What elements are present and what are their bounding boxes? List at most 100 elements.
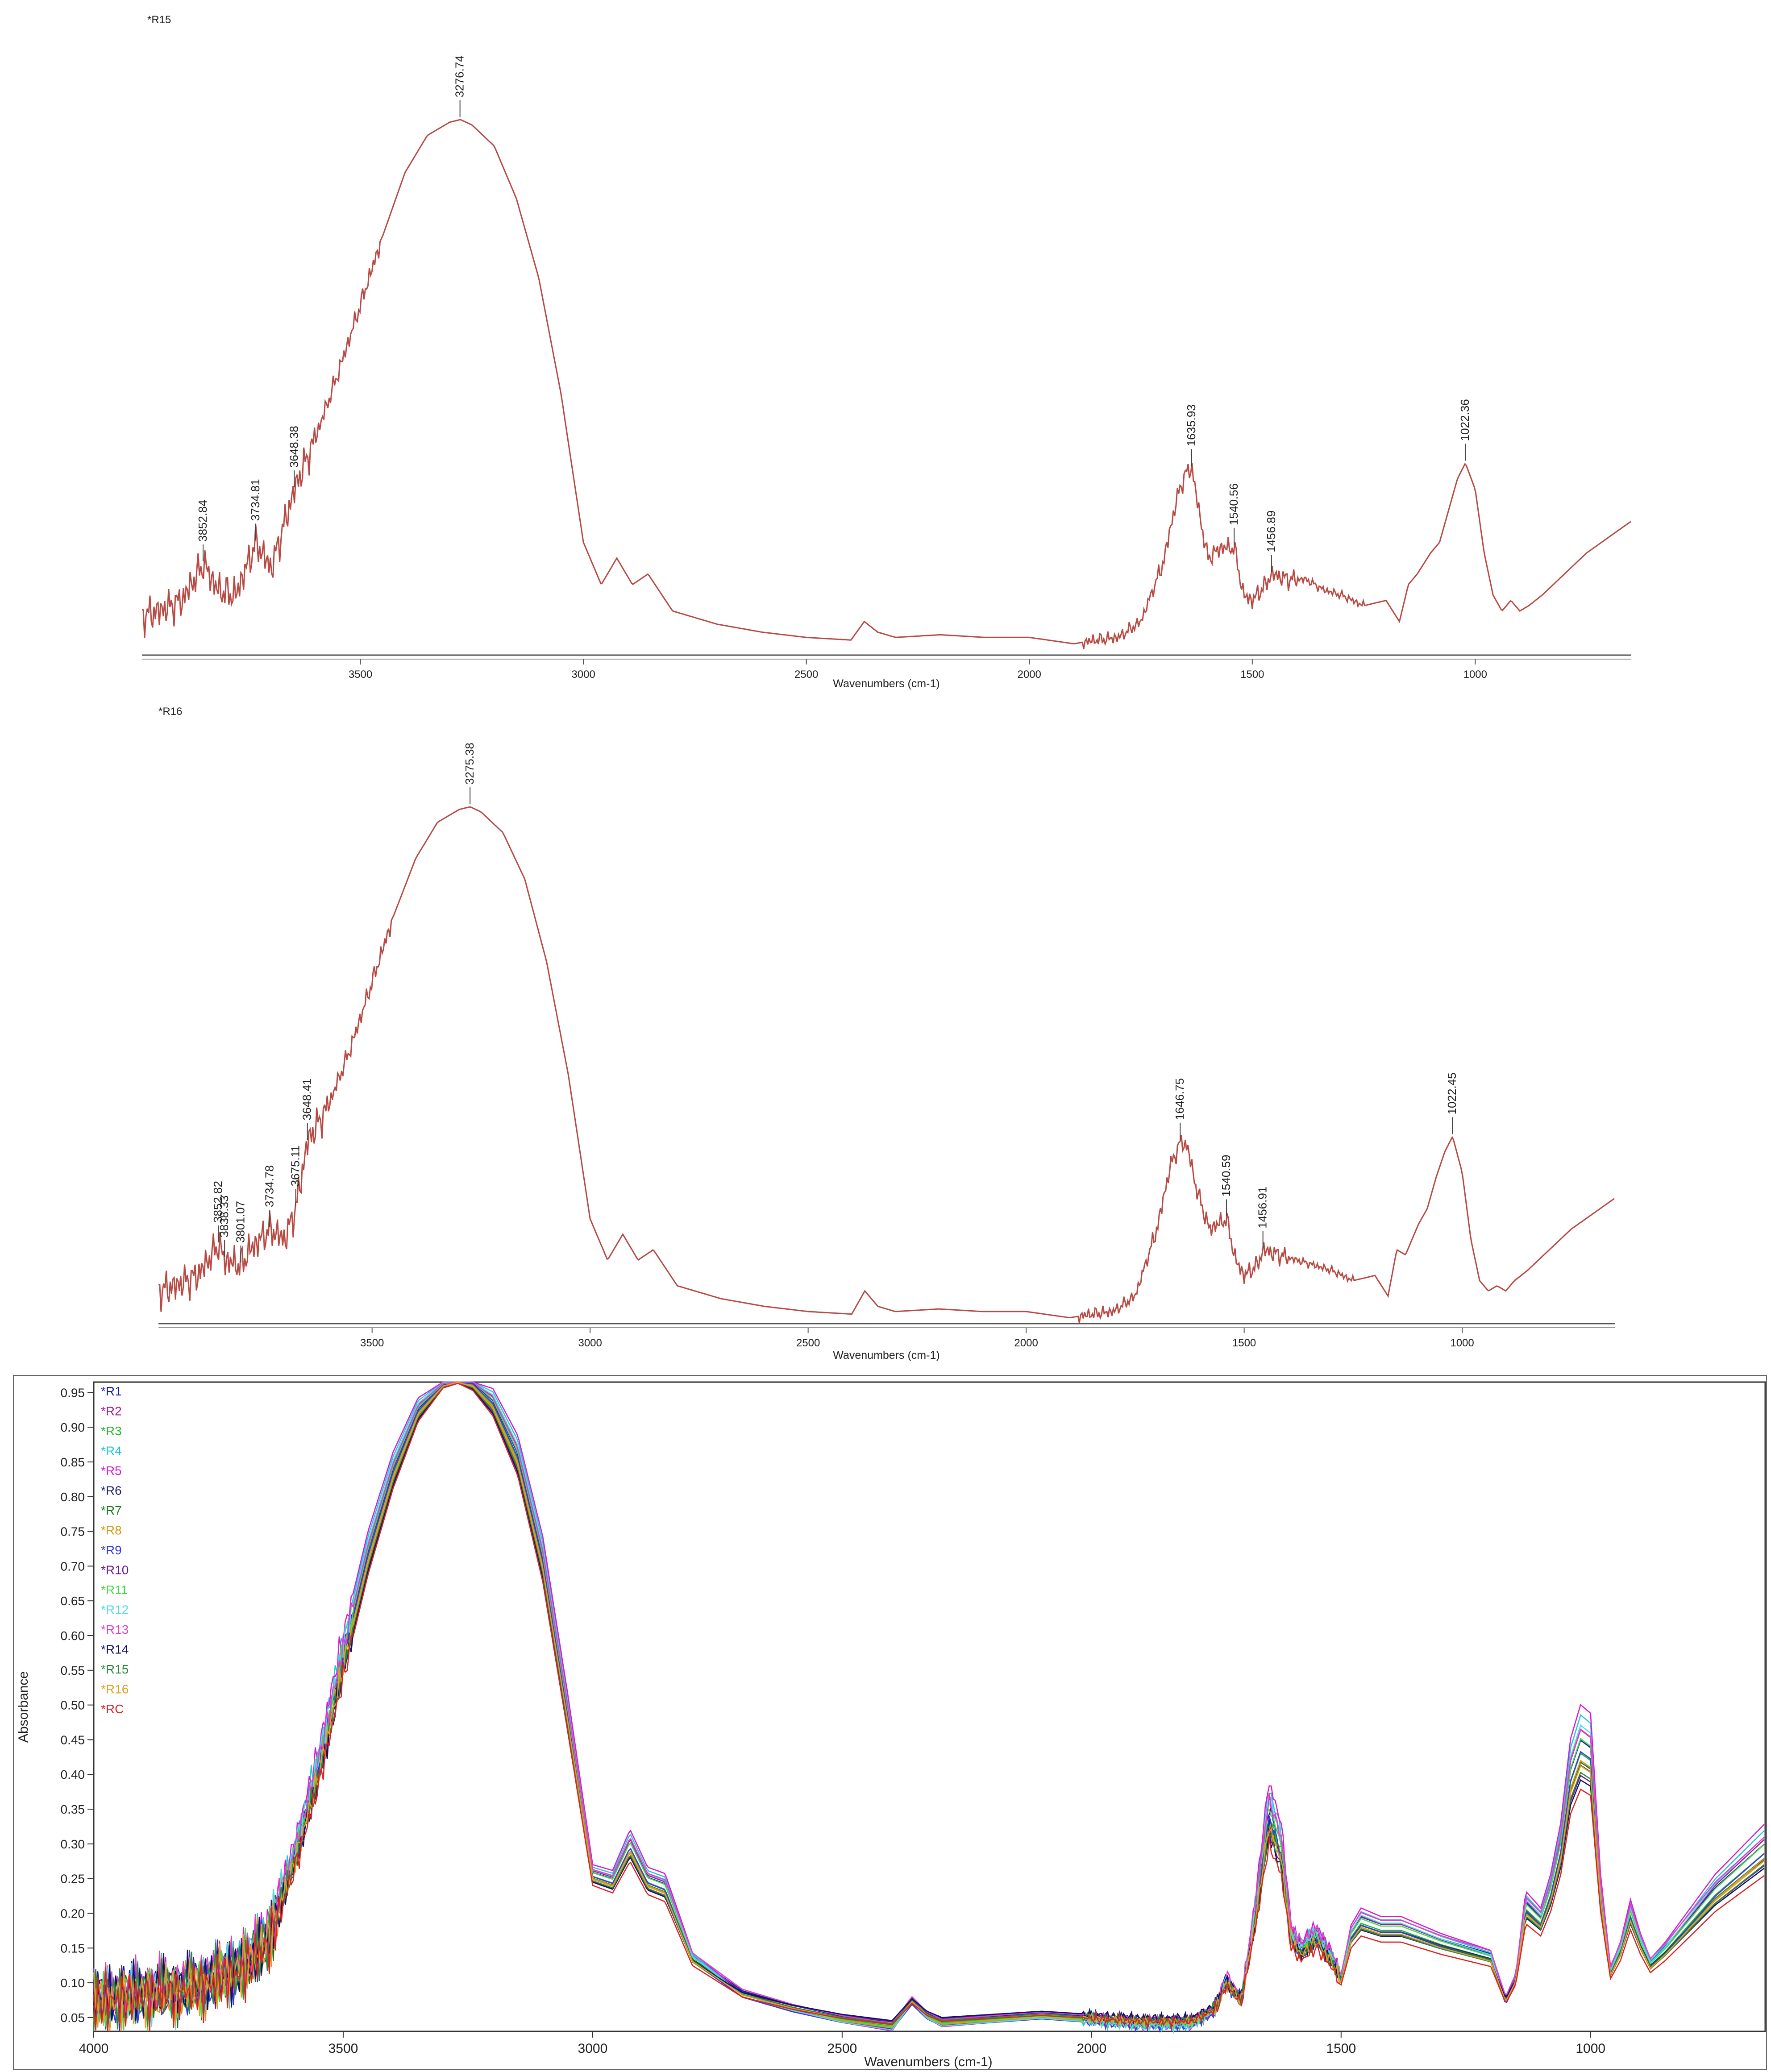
overlay-legend: *R1 *R2 *R3 *R4 *R5 *R6 *R7 *R8 *R9 *R10 *R11 *R12 *…	[101, 1384, 129, 1716]
y-tick-label: 0.15	[61, 1941, 85, 1955]
peak-label: 3838.33	[217, 1196, 231, 1237]
panel-title-r15: *R15	[147, 14, 171, 26]
legend-entry: *R12	[101, 1603, 129, 1617]
y-tick-label: 0.20	[61, 1906, 85, 1920]
y-tick-label: 0.40	[61, 1768, 85, 1781]
y-tick-label: 0.25	[61, 1872, 85, 1886]
x-tick-label: 2500	[796, 1337, 820, 1349]
y-tick-label: 0.90	[61, 1420, 85, 1434]
y-tick-label: 0.05	[61, 2011, 85, 2025]
y-tick-label: 0.45	[61, 1733, 85, 1747]
legend-entry: *R11	[101, 1583, 128, 1597]
x-tick-label: 1000	[1463, 669, 1487, 681]
spectrum-panel-r15: *R15 3500 3000 2500 2000 1500 1000 3852.84 373…	[141, 14, 1631, 690]
peak-label: 1022.45	[1445, 1072, 1459, 1114]
overlay-frame	[13, 1375, 1767, 2070]
x-tick-label: 2000	[1018, 669, 1041, 681]
x-axis-label-overlay: Wavenumbers (cm-1)	[864, 2055, 992, 2069]
legend-entry: *R8	[101, 1524, 122, 1537]
x-tick-label: 3500	[328, 2041, 358, 2056]
spectrum-panel-r16: *R16 3500 3000 2500 2000 1500 1000 3852.82383…	[158, 706, 1615, 1362]
y-tick-label: 0.65	[61, 1594, 85, 1608]
peak-label: 3852.82	[211, 1181, 224, 1223]
x-ticks-r16: 3500 3000 2500 2000 1500 1000	[360, 1328, 1474, 1349]
y-tick-label: 0.95	[61, 1386, 85, 1399]
spectrum-line-r16	[158, 806, 1615, 1323]
y-axis-label-overlay: Absorbance	[16, 1671, 31, 1743]
overlay-plot-area	[93, 1381, 1766, 2032]
peak-label: 3276.74	[453, 55, 466, 97]
x-tick-label: 1000	[1450, 1337, 1474, 1349]
y-tick-label: 0.50	[61, 1698, 85, 1712]
series-line	[93, 1382, 1765, 2032]
x-tick-label: 4000	[79, 2041, 109, 2056]
peak-label: 3734.78	[262, 1165, 276, 1207]
y-ticks-overlay: 0.05 0.10 0.15 0.20 0.25 0.30 0.35 0.40 0.45 0.50…	[61, 1386, 94, 2025]
legend-entry: *R4	[101, 1444, 122, 1458]
x-tick-label: 3000	[578, 2041, 608, 2056]
legend-entry: *RC	[101, 1702, 124, 1716]
peak-label: 1456.89	[1264, 511, 1278, 552]
peak-label: 3734.81	[249, 479, 262, 521]
peak-label: 3648.41	[300, 1078, 314, 1120]
legend-entry: *R6	[101, 1484, 122, 1498]
legend-entry: *R3	[101, 1424, 122, 1438]
x-tick-label: 2000	[1014, 1337, 1038, 1349]
y-tick-label: 0.10	[61, 1976, 85, 1990]
overlay-spectra-panel: 0.05 0.10 0.15 0.20 0.25 0.30 0.35 0.40 0.45 0.50…	[13, 1375, 1767, 2070]
peak-label: 1540.59	[1219, 1155, 1233, 1197]
y-tick-label: 0.55	[61, 1664, 85, 1678]
spectrum-line-r15	[141, 119, 1631, 649]
x-tick-label: 1500	[1240, 669, 1264, 681]
y-tick-label: 0.80	[61, 1490, 85, 1504]
legend-entry: *R1	[101, 1384, 122, 1398]
x-tick-label: 3500	[349, 669, 372, 681]
series-line	[93, 1381, 1765, 2028]
panel-title-r16: *R16	[158, 706, 182, 718]
peak-label: 1540.56	[1227, 483, 1240, 525]
y-tick-label: 0.30	[61, 1837, 85, 1851]
x-tick-label: 3500	[360, 1337, 384, 1349]
series-line	[93, 1383, 1765, 2032]
peak-label: 1022.36	[1458, 399, 1472, 441]
x-axis-label-r16: Wavenumbers (cm-1)	[833, 1349, 940, 1362]
legend-entry: *R2	[101, 1404, 122, 1418]
legend-entry: *R7	[101, 1503, 122, 1517]
x-tick-label: 3000	[578, 1337, 602, 1349]
x-tick-label: 2000	[1077, 2041, 1106, 2056]
x-tick-label: 3000	[571, 669, 595, 681]
peak-label: 1646.75	[1173, 1078, 1186, 1120]
legend-entry: *R14	[101, 1643, 129, 1657]
legend-entry: *R15	[101, 1662, 129, 1676]
peak-label: 3275.38	[463, 743, 476, 785]
y-tick-label: 0.75	[61, 1525, 85, 1539]
legend-entry: *R10	[101, 1563, 129, 1577]
x-ticks-r15: 3500 3000 2500 2000 1500 1000	[349, 659, 1487, 681]
peak-label: 3675.11	[289, 1145, 302, 1186]
legend-entry: *R16	[101, 1682, 129, 1696]
peak-labels-r15: 3852.84 3734.81 3648.38 3276.74 1635.93 1540.…	[196, 55, 1472, 572]
peak-label: 3648.38	[287, 426, 300, 468]
legend-entry: *R5	[101, 1464, 122, 1478]
x-tick-label: 2500	[794, 669, 818, 681]
y-tick-label: 0.85	[61, 1455, 85, 1469]
x-axis-label-r15: Wavenumbers (cm-1)	[833, 677, 940, 690]
x-tick-label: 1000	[1576, 2041, 1605, 2056]
peak-label: 3801.07	[234, 1201, 247, 1243]
legend-entry: *R9	[101, 1543, 122, 1557]
x-tick-label: 2500	[827, 2041, 857, 2056]
x-tick-label: 1500	[1232, 1337, 1256, 1349]
y-tick-label: 0.35	[61, 1802, 85, 1816]
peak-label: 3852.84	[196, 500, 209, 542]
series-line	[93, 1381, 1765, 2032]
x-tick-label: 1500	[1326, 2041, 1356, 2056]
y-tick-label: 0.70	[61, 1559, 85, 1573]
x-ticks-overlay: 4000 3500 3000 2500 2000 1500 1000	[79, 2031, 1605, 2056]
legend-entry: *R13	[101, 1623, 129, 1636]
peak-label: 1456.91	[1256, 1187, 1269, 1229]
peak-label: 1635.93	[1185, 404, 1198, 446]
y-tick-label: 0.60	[61, 1629, 85, 1643]
